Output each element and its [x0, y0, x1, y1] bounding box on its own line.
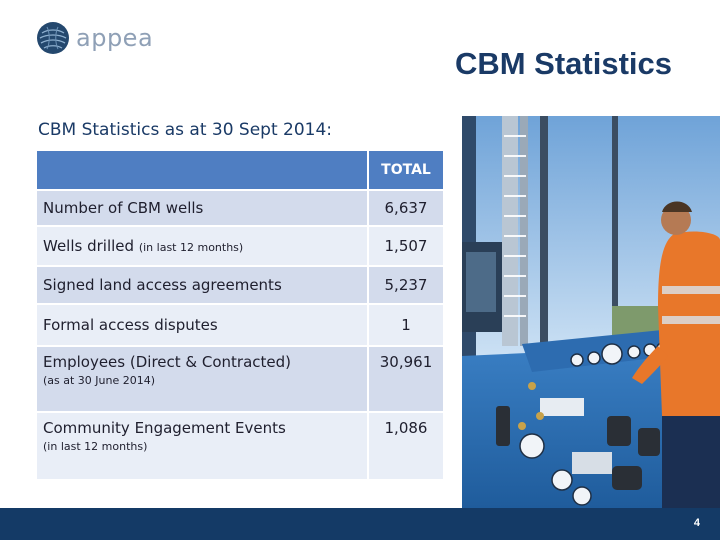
table-row: Employees (Direct & Contracted) (as at 3…: [35, 345, 445, 413]
table-row: Signed land access agreements 5,237: [35, 265, 445, 305]
row-label-text: Signed land access agreements: [43, 276, 282, 294]
row-label: Wells drilled (in last 12 months): [35, 225, 369, 267]
slide-title: CBM Statistics: [454, 46, 672, 81]
row-label: Number of CBM wells: [35, 189, 369, 227]
row-value: 1,086: [367, 411, 445, 481]
footer-bar: 4: [0, 508, 720, 540]
row-label: Signed land access agreements: [35, 265, 369, 305]
row-value: 5,237: [367, 265, 445, 305]
brand-name: appea: [76, 24, 154, 52]
table-row: Formal access disputes 1: [35, 303, 445, 347]
row-label: Community Engagement Events (in last 12 …: [35, 411, 369, 481]
row-label-text: Number of CBM wells: [43, 199, 204, 217]
table-row: Number of CBM wells 6,637: [35, 189, 445, 227]
drilling-rig-photo: [462, 116, 720, 508]
table-caption: CBM Statistics as at 30 Sept 2014:: [38, 120, 333, 140]
row-value: 30,961: [367, 345, 445, 413]
row-qualifier: (in last 12 months): [138, 241, 244, 254]
table-row: Community Engagement Events (in last 12 …: [35, 411, 445, 481]
appea-logo: appea: [36, 20, 153, 56]
appea-logo-icon: [37, 22, 69, 54]
row-value: 1: [367, 303, 445, 347]
row-note: (as at 30 June 2014): [43, 374, 156, 387]
row-label-text: Employees (Direct & Contracted): [43, 353, 291, 371]
row-label-text: Wells drilled: [43, 237, 135, 255]
table-header-row: TOTAL: [35, 149, 445, 191]
header-total-cell: TOTAL: [367, 149, 445, 191]
row-label-text: Formal access disputes: [43, 316, 218, 334]
row-note: (in last 12 months): [43, 440, 148, 453]
statistics-table: TOTAL Number of CBM wells 6,637 Wells dr…: [35, 149, 445, 481]
row-label-text: Community Engagement Events: [43, 419, 286, 437]
table-row: Wells drilled (in last 12 months) 1,507: [35, 225, 445, 267]
row-value: 1,507: [367, 225, 445, 267]
row-label: Formal access disputes: [35, 303, 369, 347]
row-value: 6,637: [367, 189, 445, 227]
row-label: Employees (Direct & Contracted) (as at 3…: [35, 345, 369, 413]
header-label-cell: [35, 149, 369, 191]
page-number: 4: [693, 517, 700, 529]
